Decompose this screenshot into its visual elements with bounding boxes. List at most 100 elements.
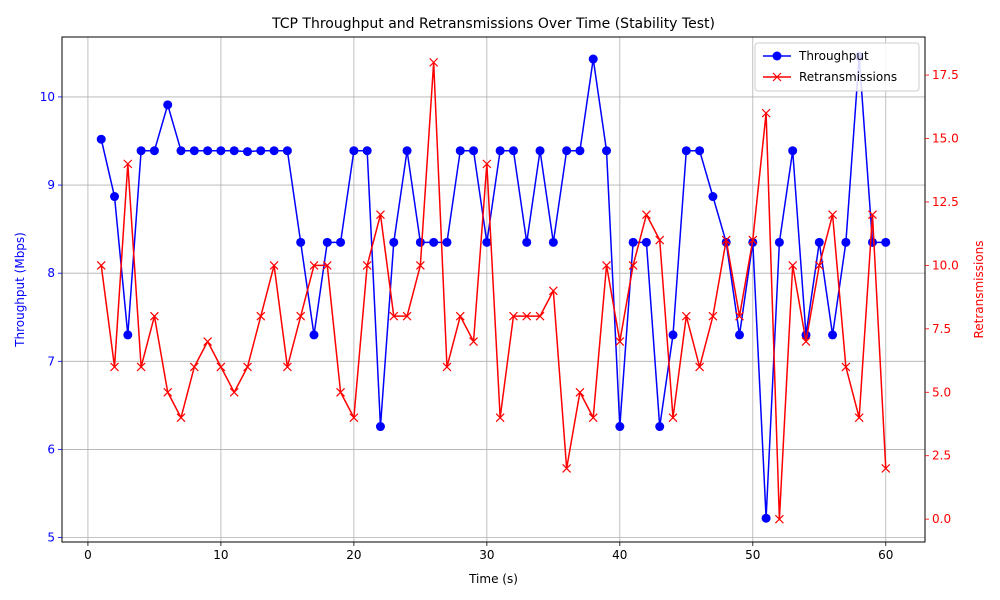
throughput-point bbox=[841, 237, 851, 247]
retransmissions-point bbox=[256, 311, 266, 321]
throughput-point bbox=[668, 330, 678, 340]
y-left-axis-label: Throughput (Mbps) bbox=[13, 232, 27, 348]
retransmissions-point bbox=[269, 260, 279, 270]
retransmissions-point bbox=[176, 413, 186, 423]
retransmissions-point bbox=[509, 311, 518, 321]
throughput-point bbox=[176, 146, 186, 156]
retransmissions-point bbox=[336, 387, 346, 397]
retransmissions-point bbox=[296, 311, 306, 321]
retransmissions-point bbox=[216, 362, 226, 372]
retransmissions-point bbox=[415, 260, 425, 270]
retransmissions-point bbox=[442, 362, 452, 372]
retransmissions-point bbox=[588, 413, 598, 423]
throughput-point bbox=[256, 146, 266, 156]
y-left-tick-label: 8 bbox=[47, 266, 55, 280]
retransmissions-point bbox=[774, 514, 784, 524]
retransmissions-point bbox=[149, 311, 159, 321]
throughput-point bbox=[415, 237, 425, 247]
y-left-tick-label: 9 bbox=[47, 178, 55, 192]
retransmissions-point bbox=[203, 337, 213, 346]
retransmissions-point bbox=[668, 413, 678, 423]
plot-frame bbox=[61, 36, 926, 543]
retransmissions-point bbox=[548, 286, 558, 296]
series-layer bbox=[96, 51, 891, 524]
legend-throughput-label: Throughput bbox=[798, 49, 869, 63]
legend-retransmissions-marker bbox=[772, 72, 782, 82]
throughput-point bbox=[96, 134, 106, 144]
x-tick-label: 10 bbox=[213, 548, 228, 562]
retransmissions-point bbox=[748, 235, 758, 245]
throughput-point bbox=[695, 146, 705, 156]
throughput-point bbox=[495, 146, 505, 156]
y-right-tick-label: 15.0 bbox=[932, 132, 959, 146]
retransmissions-point bbox=[735, 311, 744, 321]
throughput-point bbox=[336, 237, 346, 247]
throughput-point bbox=[508, 146, 518, 156]
retransmissions-point bbox=[469, 337, 478, 346]
retransmissions-point bbox=[854, 413, 864, 423]
legend-box bbox=[754, 42, 920, 92]
throughput-point bbox=[455, 146, 465, 156]
y-right-tick-label: 2.5 bbox=[932, 449, 951, 463]
throughput-point bbox=[735, 330, 744, 340]
retransmissions-point bbox=[681, 311, 691, 321]
throughput-point bbox=[641, 237, 651, 247]
retransmissions-point bbox=[655, 235, 665, 245]
throughput-point bbox=[788, 146, 798, 156]
retransmissions-point bbox=[362, 260, 372, 270]
throughput-point bbox=[774, 237, 784, 247]
throughput-point bbox=[389, 237, 399, 247]
throughput-point bbox=[867, 237, 877, 247]
throughput-point bbox=[216, 146, 226, 156]
y-right-tick-label: 17.5 bbox=[932, 68, 959, 82]
throughput-point bbox=[149, 146, 159, 156]
retransmissions-point bbox=[110, 362, 119, 372]
throughput-point bbox=[349, 146, 359, 156]
throughput-point bbox=[163, 100, 173, 110]
y-left-tick-label: 7 bbox=[47, 354, 55, 368]
retransmissions-point bbox=[535, 311, 545, 321]
throughput-point bbox=[708, 192, 718, 202]
throughput-point bbox=[136, 146, 146, 156]
x-tick-label: 30 bbox=[479, 548, 494, 562]
retransmissions-point bbox=[615, 337, 625, 346]
retransmissions-point bbox=[389, 311, 399, 321]
retransmissions-point bbox=[282, 362, 292, 372]
retransmissions-point bbox=[309, 260, 319, 270]
throughput-point bbox=[602, 146, 612, 156]
throughput-point bbox=[296, 237, 306, 247]
retransmissions-point bbox=[123, 159, 133, 169]
retransmissions-point bbox=[189, 362, 199, 372]
retransmissions-point bbox=[814, 260, 824, 270]
retransmissions-point bbox=[868, 210, 877, 220]
throughput-point bbox=[362, 146, 372, 156]
throughput-point bbox=[110, 192, 120, 202]
throughput-point bbox=[203, 146, 213, 156]
retransmissions-point bbox=[761, 108, 771, 118]
throughput-point bbox=[309, 330, 319, 340]
throughput-point bbox=[628, 237, 638, 247]
retransmissions-point bbox=[402, 311, 412, 321]
retransmissions-point bbox=[349, 413, 359, 423]
x-tick-label: 40 bbox=[612, 548, 627, 562]
retransmissions-point bbox=[163, 387, 173, 397]
retransmissions-point bbox=[881, 463, 891, 473]
retransmissions-point bbox=[522, 311, 532, 321]
y-left-tick-label: 10 bbox=[40, 90, 55, 104]
retransmissions-point bbox=[575, 387, 585, 397]
retransmissions-line bbox=[100, 61, 887, 520]
retransmissions-point bbox=[482, 159, 492, 169]
legend: Throughput Retransmissions bbox=[754, 42, 920, 92]
throughput-point bbox=[881, 237, 891, 247]
y-left-tick-label: 6 bbox=[47, 442, 55, 456]
throughput-point bbox=[282, 146, 292, 156]
y-right-tick-label: 7.5 bbox=[932, 322, 951, 336]
grid bbox=[62, 37, 925, 542]
retransmissions-point bbox=[495, 413, 505, 423]
throughput-point bbox=[615, 422, 625, 432]
throughput-point bbox=[535, 146, 545, 156]
throughput-point bbox=[442, 237, 452, 247]
y-right-tick-label: 12.5 bbox=[932, 195, 959, 209]
x-tick-label: 60 bbox=[878, 548, 893, 562]
